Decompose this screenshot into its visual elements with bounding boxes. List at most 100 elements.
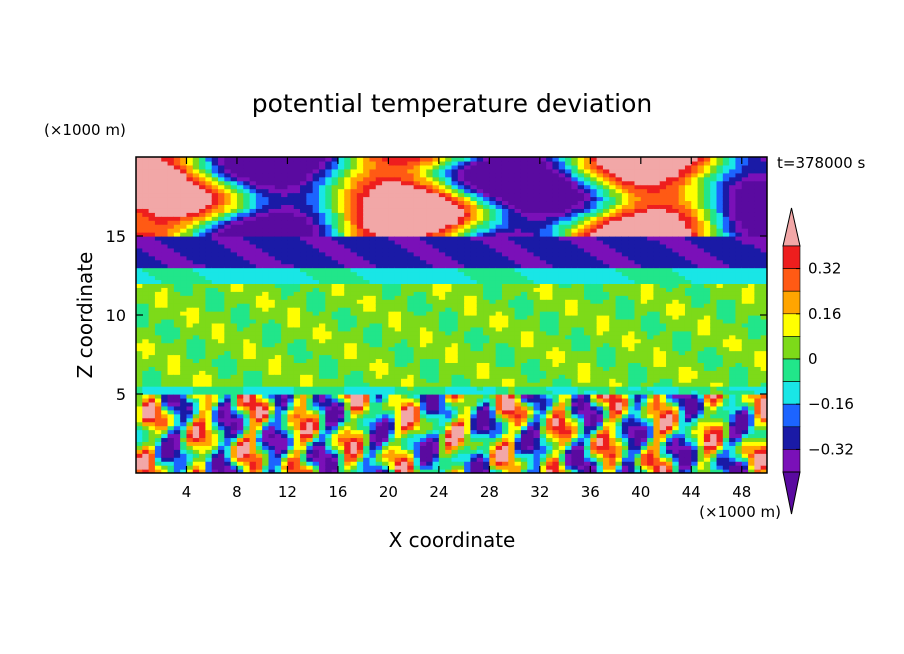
field-cell xyxy=(356,208,364,213)
field-cell xyxy=(501,255,509,261)
field-cell xyxy=(211,346,219,352)
field-cell xyxy=(161,322,169,328)
field-cell xyxy=(293,461,301,466)
field-cell xyxy=(236,287,244,292)
field-cell xyxy=(369,386,377,391)
field-cell xyxy=(508,445,516,450)
field-cell xyxy=(464,405,472,411)
field-cell xyxy=(192,362,200,367)
field-cell xyxy=(192,342,200,348)
field-cell xyxy=(445,275,453,281)
field-cell xyxy=(489,232,497,237)
field-cell xyxy=(230,326,238,332)
field-cell xyxy=(293,228,301,233)
field-cell xyxy=(224,275,232,281)
field-cell xyxy=(401,322,408,328)
field-cell xyxy=(337,184,345,190)
field-cell xyxy=(249,303,257,308)
field-cell xyxy=(186,188,194,194)
field-cell xyxy=(438,370,446,375)
field-cell xyxy=(224,164,232,170)
field-cell xyxy=(249,176,257,182)
field-cell xyxy=(337,421,345,427)
field-cell xyxy=(205,303,213,308)
field-cell xyxy=(508,208,516,213)
field-cell xyxy=(489,212,497,217)
field-cell xyxy=(419,315,427,320)
field-cell xyxy=(451,228,459,233)
field-cell xyxy=(262,172,270,178)
field-cell xyxy=(369,196,377,202)
field-cell xyxy=(375,180,383,186)
field-cell xyxy=(318,303,326,308)
field-cell xyxy=(356,449,364,454)
field-cell xyxy=(451,342,459,348)
field-cell xyxy=(205,168,213,174)
field-cell xyxy=(318,370,326,375)
field-cell xyxy=(281,259,289,265)
field-cell xyxy=(230,354,238,360)
field-cell xyxy=(388,433,396,439)
field-cell xyxy=(350,283,358,288)
field-cell xyxy=(407,334,415,340)
field-cell xyxy=(167,362,175,367)
field-cell xyxy=(401,295,408,300)
field-cell xyxy=(419,291,427,296)
field-cell xyxy=(268,318,276,324)
field-cell xyxy=(520,307,528,312)
field-cell xyxy=(451,429,459,435)
field-cell xyxy=(180,465,188,470)
field-cell xyxy=(438,465,446,470)
field-cell xyxy=(495,338,503,344)
field-cell xyxy=(325,338,333,344)
field-cell xyxy=(426,465,434,470)
field-cell xyxy=(192,208,200,213)
field-cell xyxy=(426,469,434,473)
field-cell xyxy=(205,307,213,312)
field-cell xyxy=(331,275,339,281)
field-cell xyxy=(445,267,453,273)
field-cell xyxy=(388,212,396,217)
field-cell xyxy=(136,196,143,202)
field-cell xyxy=(369,409,377,415)
field-cell xyxy=(388,224,396,229)
field-cell xyxy=(186,378,194,383)
field-cell xyxy=(476,287,484,292)
field-cell xyxy=(287,330,295,336)
field-cell xyxy=(293,311,301,316)
field-cell xyxy=(382,437,389,442)
field-cell xyxy=(464,220,472,225)
field-cell xyxy=(419,374,427,379)
field-cell xyxy=(300,176,307,182)
field-cell xyxy=(255,247,263,253)
field-cell xyxy=(192,255,200,261)
field-cell xyxy=(236,184,244,190)
field-cell xyxy=(331,417,339,423)
field-cell xyxy=(205,236,213,241)
field-cell xyxy=(205,232,213,237)
field-cell xyxy=(514,303,522,308)
field-cell xyxy=(451,421,459,427)
field-cell xyxy=(382,465,389,470)
field-cell xyxy=(300,279,307,284)
field-cell xyxy=(249,299,257,304)
field-cell xyxy=(281,176,289,182)
field-cell xyxy=(407,465,415,470)
field-cell xyxy=(426,188,434,194)
field-cell xyxy=(224,425,232,431)
field-cell xyxy=(161,469,169,473)
field-cell xyxy=(192,267,200,273)
field-cell xyxy=(262,445,270,450)
field-cell xyxy=(394,469,402,473)
field-cell xyxy=(426,200,434,205)
field-cell xyxy=(306,311,314,316)
field-cell xyxy=(520,401,528,407)
field-cell xyxy=(508,287,516,292)
field-cell xyxy=(136,366,143,371)
field-cell xyxy=(331,334,339,340)
field-cell xyxy=(445,322,453,328)
field-cell xyxy=(180,433,188,439)
field-cell xyxy=(180,232,188,237)
field-cell xyxy=(432,259,440,265)
field-cell xyxy=(243,224,251,229)
